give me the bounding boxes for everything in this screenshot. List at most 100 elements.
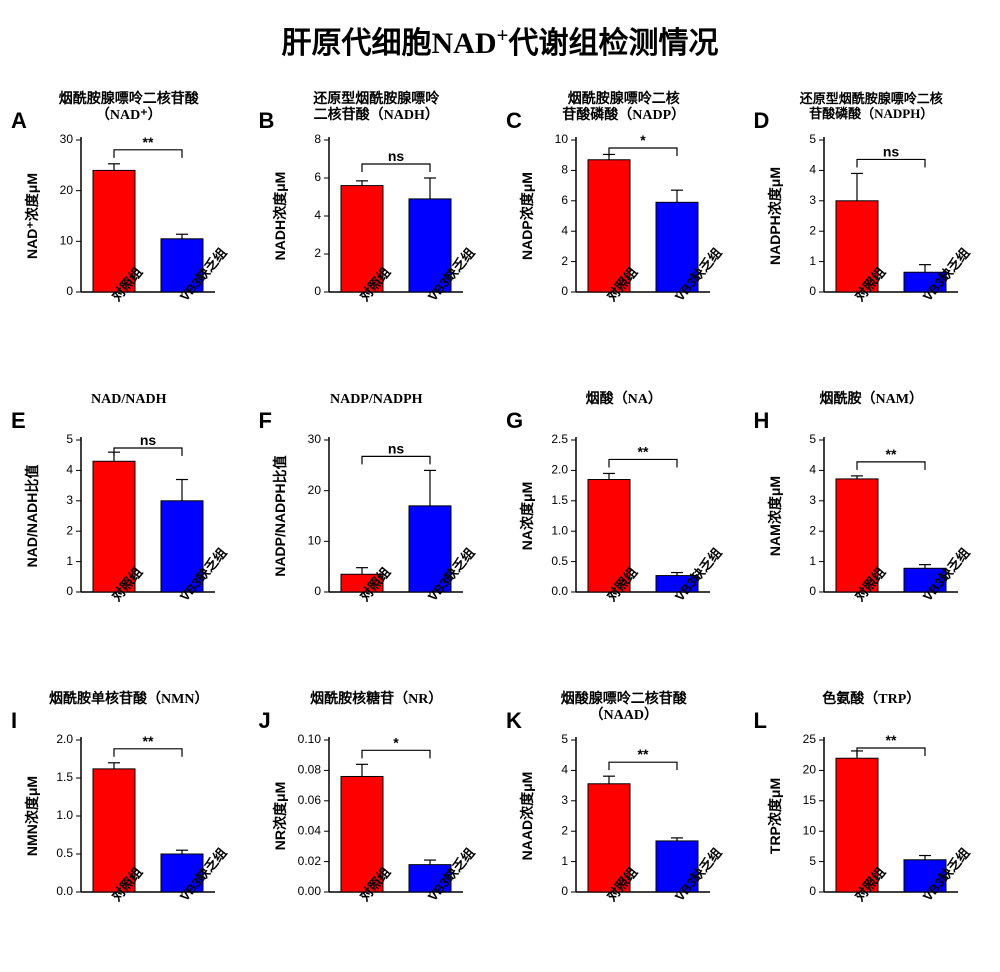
svg-text:2: 2 [314,246,321,260]
svg-text:0.0: 0.0 [56,884,73,898]
svg-text:10: 10 [802,823,816,837]
svg-text:6: 6 [314,170,321,184]
svg-text:30: 30 [60,132,74,146]
svg-text:0: 0 [561,284,568,298]
svg-text:0.5: 0.5 [551,554,568,568]
svg-text:0.04: 0.04 [297,823,321,837]
svg-text:0: 0 [314,584,321,598]
significance-label: ** [143,134,154,150]
bar-chart: 0246810NADP浓度μM对照组VB3缺乏组* [500,72,747,372]
svg-text:1: 1 [66,554,73,568]
svg-text:0: 0 [809,884,816,898]
significance-label: ns [140,432,157,448]
svg-text:4: 4 [809,163,816,177]
svg-text:20: 20 [307,483,321,497]
y-axis-label: TRP浓度μM [767,778,783,854]
svg-text:0: 0 [314,284,321,298]
chart-panel-J: J烟酰胺核糖苷（NR）0.000.020.040.060.080.10NR浓度μ… [253,672,501,972]
y-axis-label: NAD/NADH比值 [24,465,40,568]
significance-label: * [393,734,399,750]
significance-label: ns [882,143,899,159]
svg-text:0: 0 [809,584,816,598]
chart-panel-B: B还原型烟酰胺腺嘌呤 二核苷酸（NADH）02468NADH浓度μM对照组VB3… [253,72,501,372]
svg-text:2: 2 [561,823,568,837]
svg-text:0.00: 0.00 [297,884,321,898]
svg-text:4: 4 [314,208,321,222]
svg-text:10: 10 [555,132,569,146]
svg-text:0.10: 0.10 [297,732,321,746]
chart-panel-E: ENAD/NADH012345NAD/NADH比值对照组VB3缺乏组ns [5,372,253,672]
svg-text:1.0: 1.0 [551,523,568,537]
svg-text:3: 3 [809,193,816,207]
svg-text:0: 0 [66,284,73,298]
y-axis-label: NAM浓度μM [767,476,783,556]
svg-text:0.02: 0.02 [297,854,321,868]
svg-text:2: 2 [809,223,816,237]
svg-text:15: 15 [802,793,816,807]
svg-text:20: 20 [802,763,816,777]
chart-panel-C: C烟酰胺腺嘌呤二核 苷酸磷酸（NADP）0246810NADP浓度μM对照组VB… [500,72,748,372]
svg-text:2: 2 [561,254,568,268]
significance-label: ns [387,440,404,456]
svg-text:4: 4 [561,763,568,777]
svg-text:3: 3 [809,493,816,507]
y-axis-label: NAAD浓度μM [519,772,535,861]
y-axis-label: NADPH浓度μM [767,167,783,265]
bar-chart: 012345NAAD浓度μM对照组VB3缺乏组** [500,672,747,972]
bar-chart: 02468NADH浓度μM对照组VB3缺乏组ns [253,72,500,372]
svg-text:10: 10 [60,234,74,248]
svg-text:1.5: 1.5 [551,493,568,507]
svg-text:2.0: 2.0 [56,732,73,746]
chart-panel-A: A烟酰胺腺嘌呤二核苷酸 （NAD⁺）0102030NAD⁺浓度μM对照组VB3缺… [5,72,253,372]
significance-label: * [640,132,646,148]
svg-text:1: 1 [809,254,816,268]
y-axis-label: NADP/NADPH比值 [272,455,288,576]
svg-text:5: 5 [809,132,816,146]
svg-text:2.0: 2.0 [551,463,568,477]
svg-text:0.0: 0.0 [551,584,568,598]
y-axis-label: NA浓度μM [519,482,535,550]
svg-text:0: 0 [809,284,816,298]
svg-text:2.5: 2.5 [551,432,568,446]
x-category-label: VB3缺乏组 [672,545,725,604]
svg-text:4: 4 [809,463,816,477]
chart-panel-H: H烟酰胺（NAM）012345NAM浓度μM对照组VB3缺乏组** [748,372,996,672]
chart-panel-G: G烟酸（NA）0.00.51.01.52.02.5NA浓度μM对照组VB3缺乏组… [500,372,748,672]
svg-text:0.08: 0.08 [297,763,321,777]
svg-text:25: 25 [802,732,816,746]
y-axis-label: NADH浓度μM [272,172,288,261]
y-axis-label: NADP浓度μM [519,172,535,260]
svg-text:6: 6 [561,193,568,207]
svg-text:0.06: 0.06 [297,793,321,807]
chart-panel-F: FNADP/NADPH0102030NADP/NADPH比值对照组VB3缺乏组n… [253,372,501,672]
significance-label: ** [638,746,649,762]
svg-text:0.5: 0.5 [56,846,73,860]
svg-text:8: 8 [314,132,321,146]
svg-text:4: 4 [561,223,568,237]
bar-chart: 0510152025TRP浓度μM对照组VB3缺乏组** [748,672,995,972]
chart-panel-I: I烟酰胺单核苷酸（NMN）0.00.51.01.52.0NMN浓度μM对照组VB… [5,672,253,972]
svg-text:3: 3 [66,493,73,507]
bar-chart: 0102030NADP/NADPH比值对照组VB3缺乏组ns [253,372,500,672]
page-title: 肝原代细胞NAD+代谢组检测情况 [0,18,1000,62]
svg-text:8: 8 [561,163,568,177]
y-axis-label: NMN浓度μM [24,776,40,856]
significance-label: ** [638,443,649,459]
bar-chart: 012345NAM浓度μM对照组VB3缺乏组** [748,372,995,672]
significance-label: ns [387,148,404,164]
bar-chart: 012345NAD/NADH比值对照组VB3缺乏组ns [5,372,252,672]
svg-text:0: 0 [66,584,73,598]
svg-text:3: 3 [561,793,568,807]
svg-text:20: 20 [60,183,74,197]
svg-text:2: 2 [66,523,73,537]
significance-label: ** [885,446,896,462]
svg-text:0: 0 [561,884,568,898]
significance-label: ** [885,732,896,748]
svg-text:5: 5 [809,854,816,868]
bar-chart: 012345NADPH浓度μM对照组VB3缺乏组ns [748,72,995,372]
svg-text:1: 1 [809,554,816,568]
y-axis-label: NR浓度μM [272,782,288,850]
chart-panel-D: D还原型烟酰胺腺嘌呤二核 苷酸磷酸（NADPH）012345NADPH浓度μM对… [748,72,996,372]
bar-chart: 0102030NAD⁺浓度μM对照组VB3缺乏组** [5,72,252,372]
chart-grid: A烟酰胺腺嘌呤二核苷酸 （NAD⁺）0102030NAD⁺浓度μM对照组VB3缺… [5,72,995,972]
